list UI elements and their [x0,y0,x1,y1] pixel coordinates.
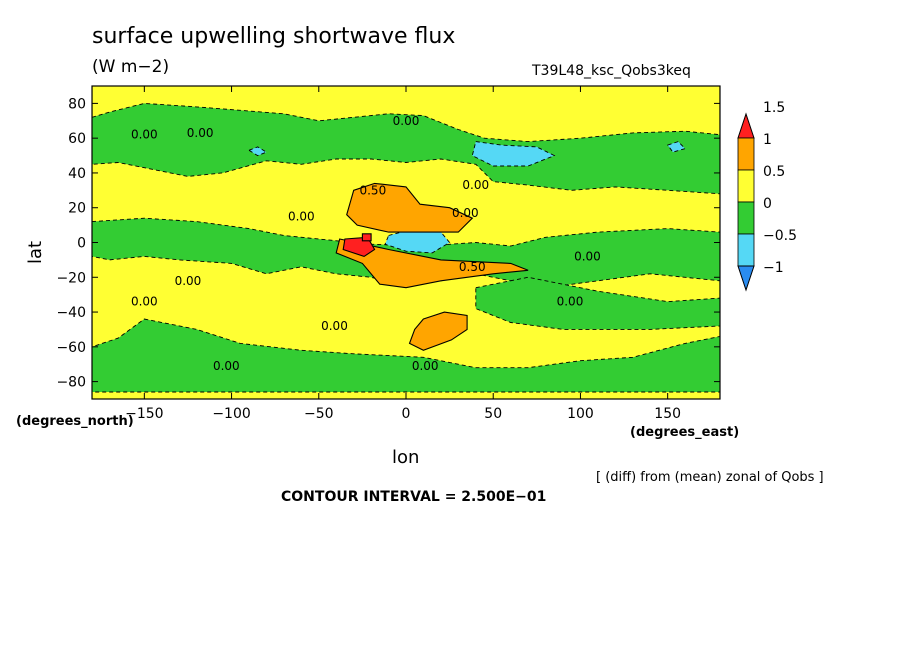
colorbar-box-2 [737,201,755,235]
contour-label-5: 0.00 [452,206,479,220]
contour-label-7: 0.50 [459,260,486,274]
x-tick-label-0: −150 [125,406,163,422]
contour-region-10 [335,238,529,289]
x-tick-label-4: 50 [484,406,502,422]
contour-region-8 [666,141,686,153]
colorbar-box-0 [737,137,755,171]
colorbar-label-2: 0 [763,196,772,212]
contour-region-7 [247,146,268,157]
y-tick-label-4: 0 [77,236,86,252]
contour-label-13: 0.00 [412,359,439,373]
contour-label-8: 0.00 [574,249,601,263]
x-tick-label-3: 0 [402,406,411,422]
x-tick-label-2: −50 [304,406,334,422]
contour-region-5 [471,141,556,167]
x-axis-title: lon [392,447,420,468]
contour-label-11: 0.00 [557,295,584,309]
run-name-label: T39L48_ksc_Qobs3keq [532,63,691,79]
y-tick-label-8: 80 [68,96,86,112]
contour-label-12: 0.00 [321,319,348,333]
contour-label-14: 0.00 [213,359,240,373]
contour-region-9 [346,182,474,233]
y-tick-label-3: −20 [56,270,86,286]
y-tick-label-0: −80 [56,375,86,391]
diff-note: [ (diff) from (mean) zonal of Qobs ] [596,470,824,485]
colorbar-label-1: −0.5 [763,228,797,244]
colorbar-label-0: −1 [763,260,784,276]
colorbar-label-5: 1.5 [763,100,785,116]
contour-label-0: 0.00 [131,128,158,142]
chart-title: surface upwelling shortwave flux [92,24,456,49]
colorbar-box-3 [737,233,755,267]
contour-region-1 [92,102,720,195]
contour-region-3 [92,318,720,393]
colorbar-label-4: 1 [763,132,772,148]
x-tick-label-6: 150 [654,406,681,422]
y-tick-label-7: 60 [68,131,86,147]
units-label: (W m−2) [92,57,170,77]
y-axis-units: (degrees_north) [16,414,134,429]
contour-region-11 [408,311,468,351]
contour-label-3: 0.50 [359,183,386,197]
y-tick-label-1: −60 [56,340,86,356]
colorbar-top-arrow [737,112,755,139]
y-tick-label-2: −40 [56,305,86,321]
y-tick-label-5: 20 [68,201,86,217]
colorbar-label-3: 0.5 [763,164,785,180]
x-tick-label-5: 100 [567,406,594,422]
contour-fill-group: 0.00 0.00 0.00 0.50 0.00 0.00 0.00 0.50 0.00 0.00… [92,86,720,399]
contour-label-4: 0.00 [462,178,489,192]
contour-label-10: 0.00 [131,295,158,309]
contour-region-13 [361,233,372,242]
contour-label-9: 0.00 [175,274,202,288]
x-axis-units: (degrees_east) [630,425,740,440]
contour-interval: CONTOUR INTERVAL = 2.500E−01 [281,489,547,505]
colorbar-box-1 [737,169,755,203]
contour-label-2: 0.00 [393,114,420,128]
contour-region-4 [475,276,720,330]
colorbar-bottom-arrow [737,265,755,292]
contour-label-1: 0.00 [187,126,214,140]
y-tick-label-6: 40 [68,166,86,182]
contour-label-6: 0.00 [288,209,315,223]
x-tick-label-1: −100 [212,406,250,422]
